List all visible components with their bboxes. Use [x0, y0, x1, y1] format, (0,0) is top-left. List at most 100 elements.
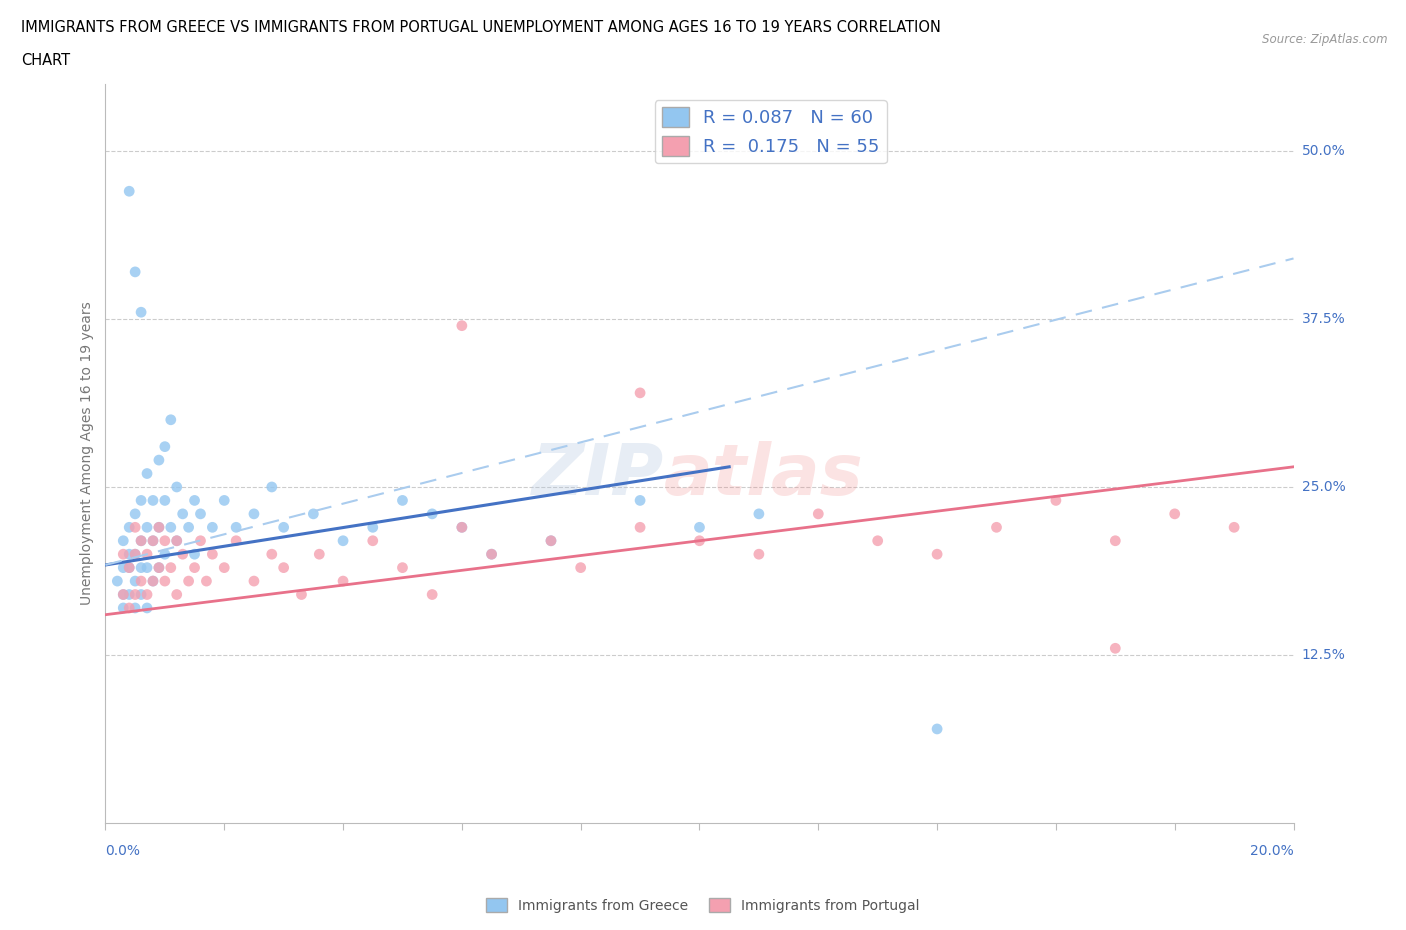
Point [124, 520, 146, 535]
Point [118, 560, 141, 575]
Point [391, 493, 413, 508]
Point [748, 507, 770, 522]
Point [118, 601, 141, 616]
Point [420, 507, 443, 522]
Point [748, 547, 770, 562]
Point [214, 493, 236, 508]
Point [273, 560, 295, 575]
Point [1164, 507, 1187, 522]
Text: IMMIGRANTS FROM GREECE VS IMMIGRANTS FROM PORTUGAL UNEMPLOYMENT AMONG AGES 16 TO: IMMIGRANTS FROM GREECE VS IMMIGRANTS FRO… [21, 20, 941, 35]
Point [450, 318, 472, 333]
Point [129, 560, 152, 575]
Point [159, 560, 181, 575]
Point [927, 722, 949, 737]
Point [1104, 641, 1126, 656]
Point [124, 547, 146, 562]
Text: Source: ZipAtlas.com: Source: ZipAtlas.com [1263, 33, 1388, 46]
Point [136, 547, 159, 562]
Point [136, 560, 159, 575]
Point [153, 533, 176, 548]
Point [190, 507, 212, 522]
Point [391, 560, 413, 575]
Text: 12.5%: 12.5% [1302, 648, 1346, 662]
Point [124, 574, 146, 589]
Point [450, 520, 472, 535]
Point [142, 533, 165, 548]
Legend: Immigrants from Greece, Immigrants from Portugal: Immigrants from Greece, Immigrants from … [481, 893, 925, 919]
Text: 37.5%: 37.5% [1302, 312, 1346, 326]
Point [243, 574, 266, 589]
Point [129, 493, 152, 508]
Point [361, 533, 384, 548]
Point [136, 520, 159, 535]
Point [807, 507, 830, 522]
Point [112, 560, 135, 575]
Point [166, 533, 188, 548]
Point [540, 533, 562, 548]
Point [628, 493, 651, 508]
Point [225, 520, 247, 535]
Point [183, 493, 205, 508]
Text: ZIP: ZIP [531, 441, 664, 510]
Point [142, 493, 165, 508]
Point [260, 480, 283, 495]
Point [689, 520, 711, 535]
Point [118, 520, 141, 535]
Point [177, 574, 200, 589]
Point [148, 560, 170, 575]
Point [302, 507, 325, 522]
Text: 50.0%: 50.0% [1302, 144, 1346, 158]
Point [166, 533, 188, 548]
Point [166, 587, 188, 602]
Point [112, 587, 135, 602]
Point [481, 547, 503, 562]
Point [628, 520, 651, 535]
Point [420, 587, 443, 602]
Point [153, 547, 176, 562]
Point [129, 533, 152, 548]
Point [1104, 533, 1126, 548]
Point [136, 466, 159, 481]
Point [112, 533, 135, 548]
Point [105, 574, 128, 589]
Point [118, 560, 141, 575]
Point [332, 574, 354, 589]
Point [540, 533, 562, 548]
Text: CHART: CHART [21, 53, 70, 68]
Point [183, 547, 205, 562]
Point [225, 533, 247, 548]
Point [124, 547, 146, 562]
Point [159, 412, 181, 427]
Point [214, 560, 236, 575]
Point [112, 547, 135, 562]
Point [148, 453, 170, 468]
Point [153, 493, 176, 508]
Point [112, 601, 135, 616]
Point [124, 264, 146, 279]
Point [124, 601, 146, 616]
Point [195, 574, 218, 589]
Point [927, 547, 949, 562]
Point [129, 574, 152, 589]
Point [166, 480, 188, 495]
Point [201, 520, 224, 535]
Point [118, 587, 141, 602]
Point [190, 533, 212, 548]
Point [148, 560, 170, 575]
Point [172, 507, 194, 522]
Point [142, 574, 165, 589]
Point [450, 520, 472, 535]
Point [136, 587, 159, 602]
Y-axis label: Unemployment Among Ages 16 to 19 years: Unemployment Among Ages 16 to 19 years [80, 301, 94, 605]
Point [129, 587, 152, 602]
Point [689, 533, 711, 548]
Point [986, 520, 1008, 535]
Point [118, 184, 141, 199]
Point [1045, 493, 1067, 508]
Point [866, 533, 889, 548]
Legend: R = 0.087   N = 60, R =  0.175   N = 55: R = 0.087 N = 60, R = 0.175 N = 55 [655, 100, 887, 164]
Point [112, 587, 135, 602]
Text: atlas: atlas [664, 441, 863, 510]
Point [177, 520, 200, 535]
Point [124, 507, 146, 522]
